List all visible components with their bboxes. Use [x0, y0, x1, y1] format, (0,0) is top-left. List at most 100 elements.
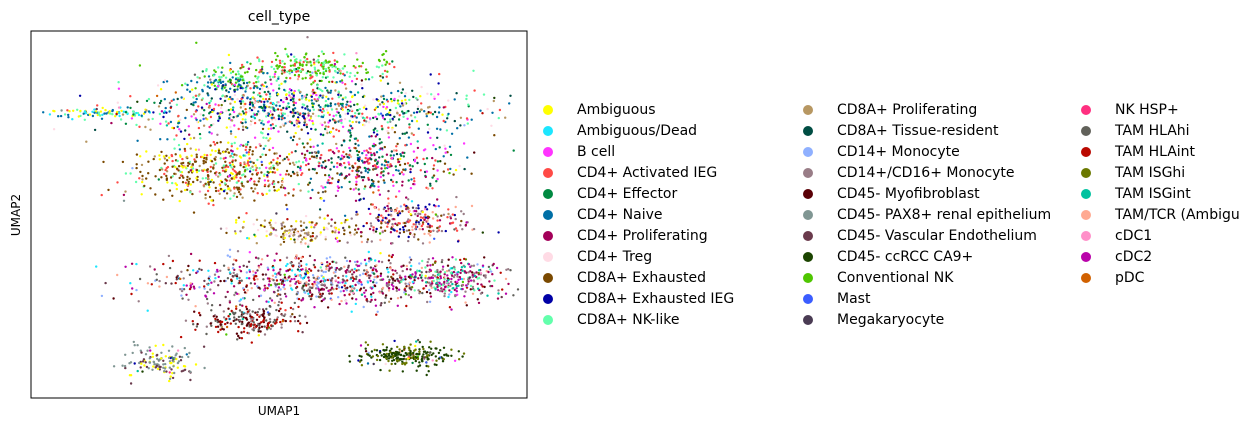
scatter-point	[473, 289, 476, 292]
scatter-point	[364, 185, 367, 188]
scatter-point	[447, 354, 450, 357]
scatter-point	[308, 119, 311, 122]
scatter-point	[405, 196, 408, 199]
scatter-point	[386, 268, 389, 271]
scatter-point	[312, 284, 315, 288]
scatter-point	[330, 161, 333, 164]
scatter-point	[189, 378, 192, 382]
scatter-point	[432, 229, 435, 232]
scatter-point	[208, 131, 211, 134]
scatter-point	[189, 183, 192, 186]
scatter-point	[257, 257, 260, 260]
scatter-point	[288, 268, 291, 271]
legend-marker	[543, 251, 553, 262]
scatter-point	[252, 298, 255, 302]
scatter-point	[319, 109, 322, 112]
scatter-point	[448, 289, 451, 292]
scatter-point	[241, 118, 244, 121]
scatter-point	[359, 281, 363, 284]
scatter-point	[336, 60, 339, 64]
scatter-point	[433, 95, 436, 98]
scatter-point	[393, 97, 396, 101]
scatter-point	[280, 301, 283, 304]
scatter-point	[328, 80, 331, 84]
scatter-point	[416, 269, 419, 273]
scatter-point	[275, 64, 278, 68]
scatter-point	[331, 80, 334, 84]
scatter-point	[255, 81, 258, 84]
scatter-point	[395, 149, 398, 152]
scatter-point	[259, 263, 263, 266]
scatter-point	[372, 267, 375, 270]
scatter-point	[343, 117, 347, 121]
scatter-point	[148, 361, 152, 364]
scatter-point	[402, 155, 405, 158]
scatter-point	[447, 99, 450, 102]
scatter-point	[346, 155, 349, 159]
scatter-point	[307, 279, 311, 282]
scatter-point	[432, 352, 435, 355]
scatter-point	[450, 354, 453, 357]
scatter-point	[292, 231, 296, 234]
scatter-point	[459, 224, 462, 227]
scatter-point	[349, 285, 352, 288]
scatter-point	[242, 105, 245, 108]
scatter-point	[239, 67, 242, 70]
scatter-point	[439, 270, 442, 273]
scatter-point	[490, 284, 494, 288]
scatter-point	[370, 135, 373, 138]
scatter-point	[287, 158, 290, 161]
scatter-point	[241, 128, 245, 131]
scatter-point	[151, 368, 154, 371]
scatter-point	[248, 81, 251, 84]
scatter-point	[199, 137, 202, 140]
scatter-point	[226, 185, 230, 188]
scatter-point	[372, 231, 376, 234]
scatter-point	[404, 168, 407, 171]
scatter-point	[336, 240, 339, 243]
scatter-point	[260, 325, 264, 328]
scatter-point	[370, 287, 373, 290]
scatter-point	[251, 104, 255, 107]
scatter-point	[245, 318, 249, 321]
scatter-point	[208, 275, 211, 278]
scatter-point	[173, 172, 176, 175]
scatter-point	[299, 189, 302, 192]
scatter-point	[348, 231, 352, 234]
scatter-point	[329, 279, 333, 282]
scatter-point	[319, 266, 322, 269]
scatter-point	[401, 88, 405, 91]
scatter-point	[316, 84, 319, 87]
scatter-point	[336, 185, 340, 188]
scatter-point	[432, 144, 435, 147]
scatter-point	[441, 360, 445, 363]
scatter-point	[383, 58, 386, 61]
scatter-point	[372, 191, 375, 194]
scatter-point	[391, 225, 394, 228]
scatter-point	[354, 277, 358, 281]
scatter-point	[283, 313, 287, 316]
scatter-point	[241, 196, 244, 199]
scatter-point	[357, 112, 360, 116]
scatter-point	[203, 366, 206, 370]
scatter-point	[265, 85, 268, 89]
scatter-point	[352, 271, 356, 274]
scatter-point	[289, 110, 292, 114]
scatter-point	[225, 109, 228, 113]
scatter-point	[261, 153, 264, 156]
scatter-point	[300, 242, 303, 245]
scatter-point	[217, 149, 221, 152]
scatter-point	[379, 304, 382, 307]
scatter-point	[403, 288, 406, 291]
scatter-point	[153, 363, 156, 366]
scatter-point	[337, 286, 341, 289]
scatter-point	[267, 179, 270, 182]
scatter-point	[313, 66, 316, 69]
scatter-point	[470, 204, 474, 208]
scatter-point	[313, 266, 317, 269]
scatter-point	[228, 113, 232, 116]
scatter-point	[355, 269, 358, 272]
scatter-point	[402, 228, 405, 231]
scatter-point	[275, 318, 279, 321]
scatter-point	[416, 161, 419, 165]
